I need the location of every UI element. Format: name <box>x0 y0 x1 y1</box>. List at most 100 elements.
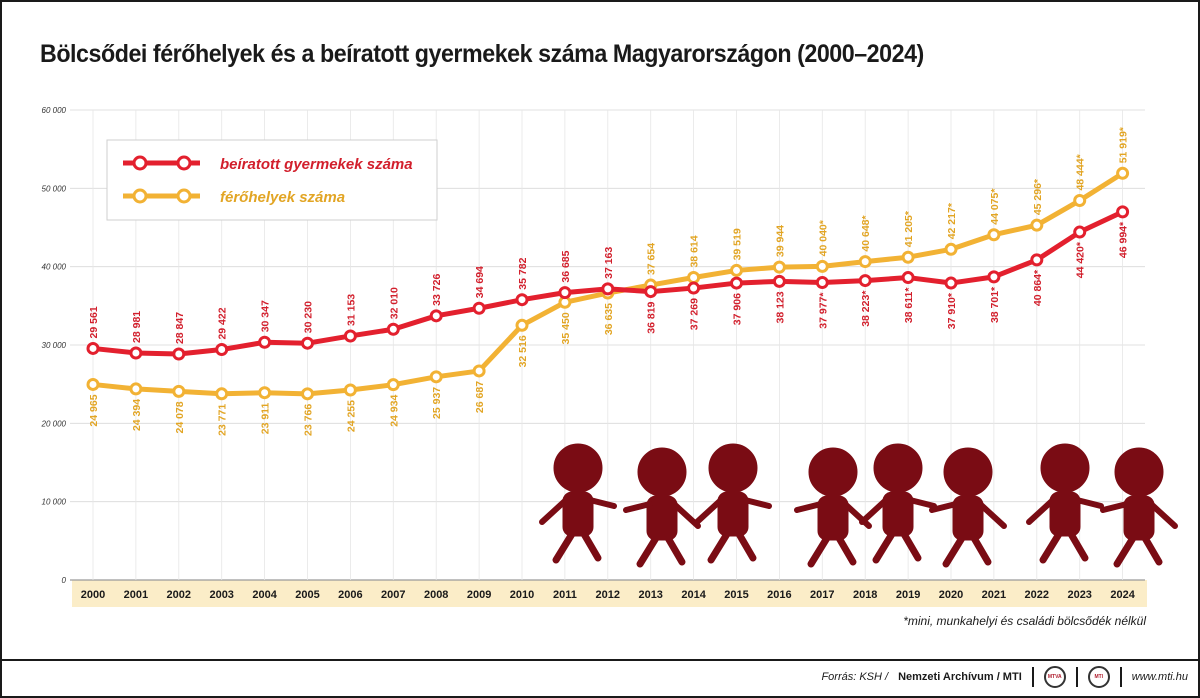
capacity-legend-label: férőhelyek száma <box>220 189 345 206</box>
enrolled-data-label: 36 819 <box>646 301 658 333</box>
capacity-point <box>815 259 829 273</box>
enrolled-point <box>730 276 743 290</box>
x-tick-label: 2016 <box>767 589 791 601</box>
enrolled-point <box>901 271 915 285</box>
x-axis-band-fill <box>72 580 1147 607</box>
footer-divider <box>0 659 1200 661</box>
x-axis: 2000 2001 2002 2003 2004 2005 2006 2007 2008 2009… <box>81 589 1136 601</box>
enrolled-point <box>129 346 143 360</box>
footer-separator <box>1119 667 1122 687</box>
capacity-point <box>1073 194 1087 208</box>
capacity-data-label: 24 394 <box>131 399 143 431</box>
capacity-data-label: 51 919* <box>1118 126 1130 163</box>
enrolled-legend-label: beíratott gyermekek száma <box>220 156 413 173</box>
capacity-data-label: 39 519 <box>732 228 744 260</box>
x-tick-label: 2005 <box>295 589 319 601</box>
x-tick-label: 2001 <box>124 589 148 601</box>
x-tick-label: 2004 <box>252 589 277 601</box>
y-tick-label: 50 000 <box>42 184 67 193</box>
y-axis: 0 10 000 20 000 30 000 40 000 50 000 60 000 <box>41 106 67 585</box>
capacity-data-label: 39 944 <box>774 225 786 257</box>
enrolled-data-label: 37 977* <box>817 292 829 329</box>
child-silhouette <box>1026 443 1104 564</box>
source-name: Nemzeti Archívum / MTI <box>898 671 1022 683</box>
enrolled-data-label: 30 230 <box>303 301 315 333</box>
enrolled-data-label: 37 906 <box>732 293 744 325</box>
enrolled-point <box>644 285 658 299</box>
legend: beíratott gyermekek száma férőhelyek szám… <box>106 139 438 221</box>
enrolled-point <box>301 336 314 350</box>
enrolled-point <box>86 341 100 355</box>
enrolled-data-label: 34 694 <box>474 266 486 298</box>
enrolled-point <box>858 274 872 288</box>
children-silhouettes-icon <box>539 443 1178 568</box>
capacity-point <box>258 386 272 400</box>
capacity-point <box>301 387 314 401</box>
x-tick-label: 2011 <box>553 589 577 601</box>
child-silhouette <box>859 443 937 564</box>
series-lines <box>86 166 1130 401</box>
capacity-data-label: 24 965 <box>88 394 100 426</box>
child-silhouette <box>694 443 772 564</box>
enrolled-data-label: 36 685 <box>560 250 572 282</box>
capacity-data-label: 45 296* <box>1032 178 1044 215</box>
capacity-data-label: 24 078 <box>174 401 186 433</box>
capacity-data-label: 25 937 <box>431 387 443 419</box>
enrolled-data-label: 35 782 <box>517 257 529 289</box>
footer-separator <box>1031 667 1034 687</box>
enrolled-point <box>429 309 443 323</box>
capacity-point <box>772 260 786 274</box>
x-axis-band <box>72 580 1147 607</box>
x-tick-label: 2000 <box>81 589 105 601</box>
x-tick-label: 2006 <box>338 589 362 601</box>
y-tick-label: 40 000 <box>42 263 67 272</box>
capacity-data-label: 38 614 <box>689 235 701 267</box>
capacity-point <box>944 242 958 256</box>
capacity-data-label: 35 450 <box>560 312 572 344</box>
enrolled-data-label: 31 153 <box>345 294 357 326</box>
x-tick-label: 2018 <box>853 589 877 601</box>
enrolled-point <box>472 301 486 315</box>
capacity-point <box>1116 166 1130 180</box>
capacity-point <box>86 377 100 391</box>
x-tick-label: 2009 <box>467 589 491 601</box>
mti-logo-icon: MTI <box>1087 666 1110 688</box>
capacity-data-label: 24 255 <box>345 400 357 432</box>
x-tick-label: 2023 <box>1067 589 1091 601</box>
child-silhouette <box>539 443 617 564</box>
child-silhouette <box>794 447 872 568</box>
mtva-logo-icon: MTVA <box>1043 666 1066 688</box>
capacity-data-label: 48 444* <box>1075 153 1087 190</box>
capacity-data-label: 23 771 <box>217 404 229 436</box>
capacity-legend-marker <box>132 188 148 204</box>
enrolled-point <box>1116 205 1130 219</box>
site-link[interactable]: www.mti.hu <box>1131 671 1188 683</box>
chart-title: Bölcsődei férőhelyek és a beíratott gyer… <box>40 40 924 68</box>
enrolled-point <box>258 335 272 349</box>
enrolled-data-label: 38 123 <box>774 291 786 323</box>
legend-box <box>106 139 438 221</box>
capacity-data-label: 23 766 <box>303 404 315 436</box>
y-tick-label: 10 000 <box>42 498 67 507</box>
enrolled-point <box>687 281 701 295</box>
capacity-point <box>730 263 743 277</box>
capacity-point <box>386 378 400 392</box>
capacity-point <box>472 364 486 378</box>
enrolled-data-label: 28 981 <box>131 311 143 343</box>
x-tick-label: 2022 <box>1025 589 1049 601</box>
capacity-point <box>987 228 1001 242</box>
enrolled-data-label: 29 561 <box>88 306 100 338</box>
enrolled-point <box>343 329 357 343</box>
capacity-data-label: 23 911 <box>260 403 272 435</box>
capacity-data-label: 40 648* <box>860 214 872 251</box>
capacity-data-label: 44 075* <box>989 188 1001 225</box>
enrolled-point <box>944 276 958 290</box>
capacity-point <box>515 318 529 332</box>
x-tick-label: 2014 <box>681 589 706 601</box>
enrolled-point <box>601 282 615 296</box>
enrolled-data-label: 44 420* <box>1075 241 1087 278</box>
capacity-data-label: 26 687 <box>474 381 486 413</box>
x-tick-label: 2003 <box>209 589 233 601</box>
x-tick-label: 2017 <box>810 589 834 601</box>
capacity-legend-marker <box>176 188 192 204</box>
